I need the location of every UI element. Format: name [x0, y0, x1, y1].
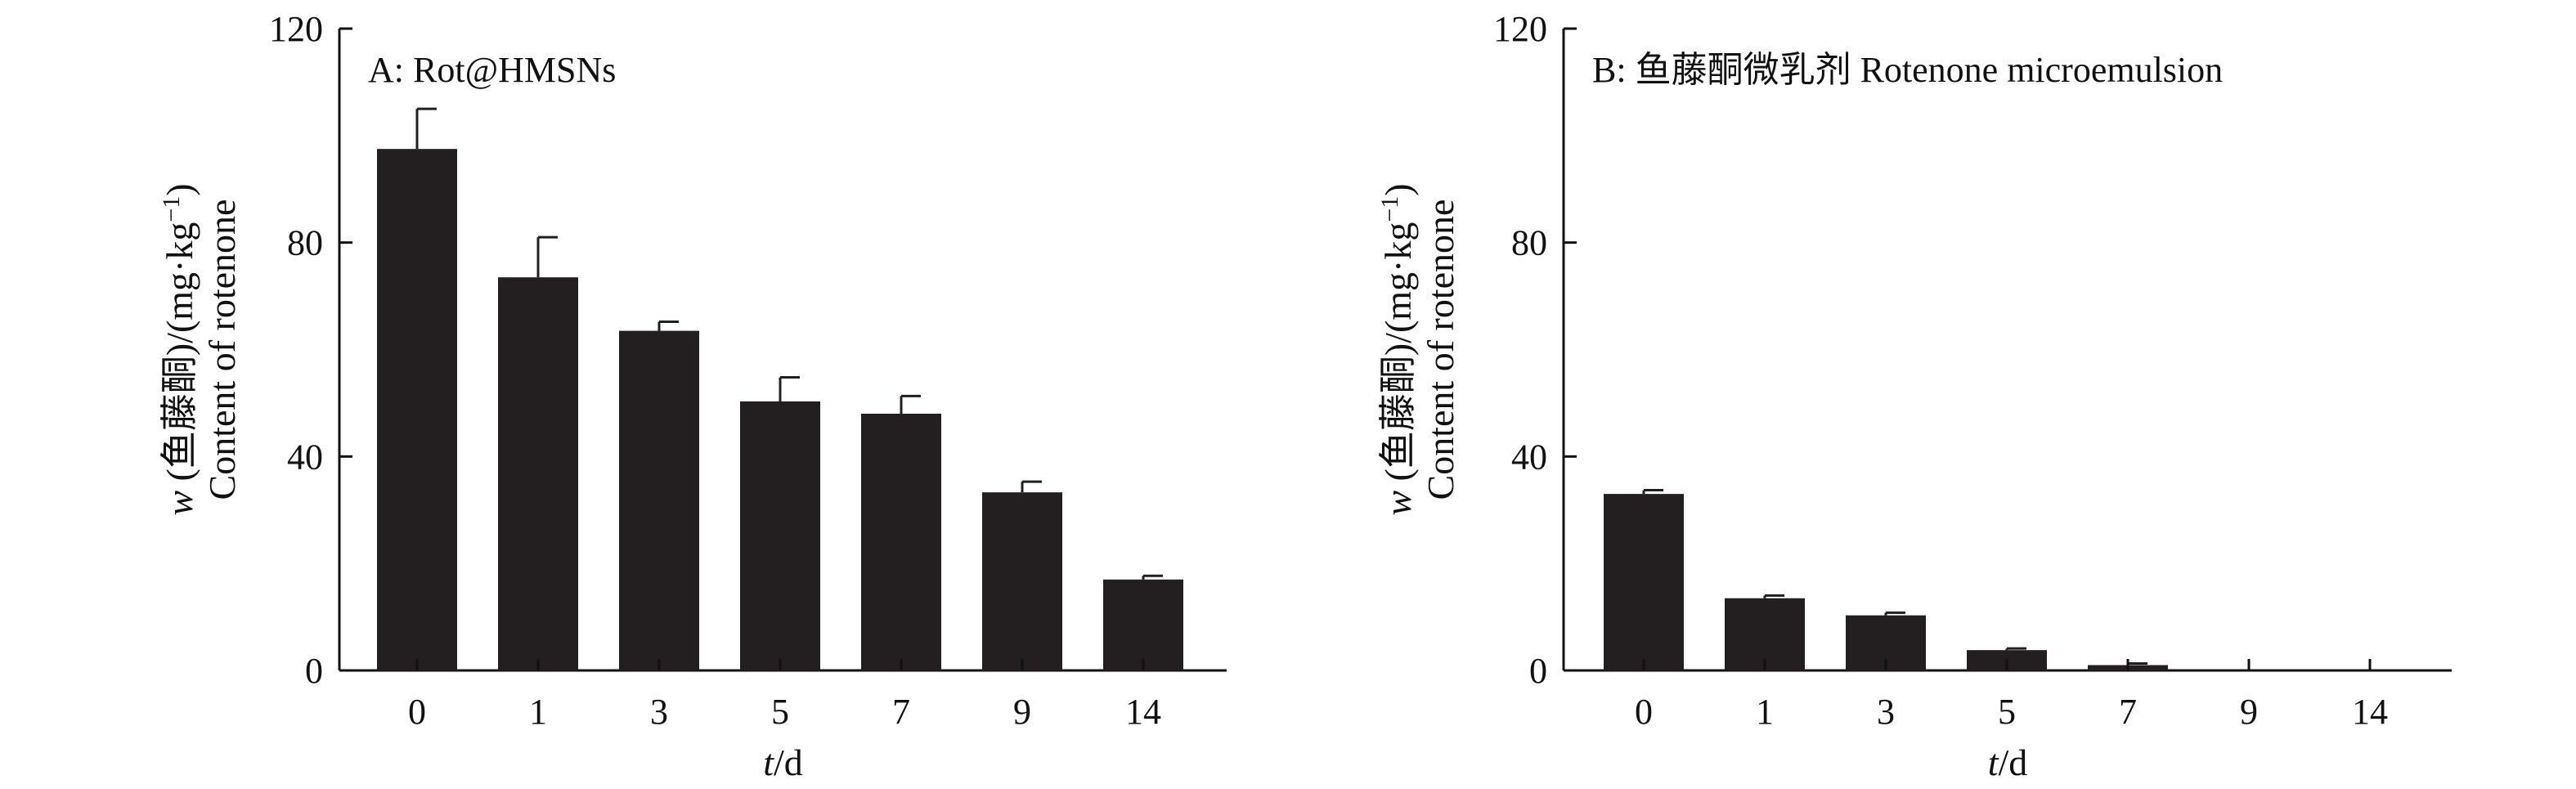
- y-tick-label: 40: [1511, 437, 1547, 477]
- x-axis-title-italic: t: [1988, 742, 1999, 783]
- x-axis-title: t/d: [763, 742, 803, 783]
- x-tick-label: 14: [1125, 692, 1161, 732]
- x-tick-label: 5: [1998, 692, 2016, 732]
- x-tick-label: 0: [408, 692, 426, 732]
- y-tick-label: 0: [305, 651, 323, 691]
- y-tick-label: 120: [269, 9, 323, 49]
- x-tick-label: 1: [529, 692, 547, 732]
- bar: [1604, 494, 1684, 670]
- x-axis-title: t/d: [1988, 742, 2028, 783]
- bar: [982, 492, 1062, 670]
- y-tick-label: 80: [287, 223, 323, 263]
- y-axis-title-sup: −1: [158, 196, 185, 222]
- panel-label: A: Rot@HMSNs: [368, 50, 616, 90]
- bar: [377, 149, 457, 670]
- y-tick-label: 80: [1511, 223, 1547, 263]
- x-tick-label: 3: [1877, 692, 1895, 732]
- bar: [861, 414, 941, 670]
- y-tick-label: 0: [1529, 651, 1547, 691]
- y-tick-label: 40: [287, 437, 323, 477]
- bar: [1103, 579, 1183, 670]
- x-tick-label: 7: [2119, 692, 2137, 732]
- x-tick-label: 5: [771, 692, 789, 732]
- x-tick-label: 9: [1013, 692, 1031, 732]
- panel-a-chart: 0 40 80 120 0 1 3 5 7 9 14 A: Rot@HMSNs t/d w (鱼藤酮)/(…: [158, 9, 1227, 783]
- x-tick-label: 3: [650, 692, 668, 732]
- x-tick-label: 7: [892, 692, 910, 732]
- y-axis-title-rest: (鱼藤酮)/(mg·kg: [1377, 222, 1419, 491]
- y-axis-title: w (鱼藤酮)/(mg·kg−1)Content of rotenone: [1376, 183, 1462, 515]
- x-tick-label: 14: [2352, 692, 2388, 732]
- y-axis-title-sup: −1: [1376, 196, 1403, 222]
- panel-b-chart: 0 40 80 120 0 1 3 5 7 9 14 B: 鱼藤酮微乳剂 Rotenone micro…: [1376, 9, 2452, 783]
- x-axis-title-rest: /d: [774, 742, 803, 783]
- y-tick-label: 120: [1493, 9, 1547, 49]
- panel-label: B: 鱼藤酮微乳剂 Rotenone microemulsion: [1592, 50, 2223, 90]
- bar: [498, 277, 578, 670]
- x-tick-label: 9: [2240, 692, 2258, 732]
- x-tick-label: 1: [1756, 692, 1774, 732]
- y-axis-title-rest: (鱼藤酮)/(mg·kg: [159, 222, 200, 491]
- y-axis-title-end: ): [159, 183, 200, 195]
- y-axis-title-line1: w (鱼藤酮)/(mg·kg−1): [1376, 183, 1420, 515]
- y-axis-title-italic: w: [159, 491, 200, 516]
- x-axis-title-italic: t: [763, 742, 774, 783]
- bar: [1725, 598, 1805, 670]
- y-axis-title-italic: w: [1377, 491, 1419, 516]
- bar: [740, 401, 820, 670]
- x-tick-label: 0: [1635, 692, 1653, 732]
- y-axis-title-end: ): [1377, 183, 1419, 195]
- y-axis-title-line2: Content of rotenone: [1420, 199, 1461, 500]
- x-axis-title-rest: /d: [1999, 742, 2028, 783]
- y-axis-title: w (鱼藤酮)/(mg·kg−1)Content of rotenone: [158, 183, 244, 515]
- y-axis-title-line1: w (鱼藤酮)/(mg·kg−1): [158, 183, 201, 515]
- bar: [619, 330, 699, 670]
- y-axis-title-line2: Content of rotenone: [201, 199, 243, 500]
